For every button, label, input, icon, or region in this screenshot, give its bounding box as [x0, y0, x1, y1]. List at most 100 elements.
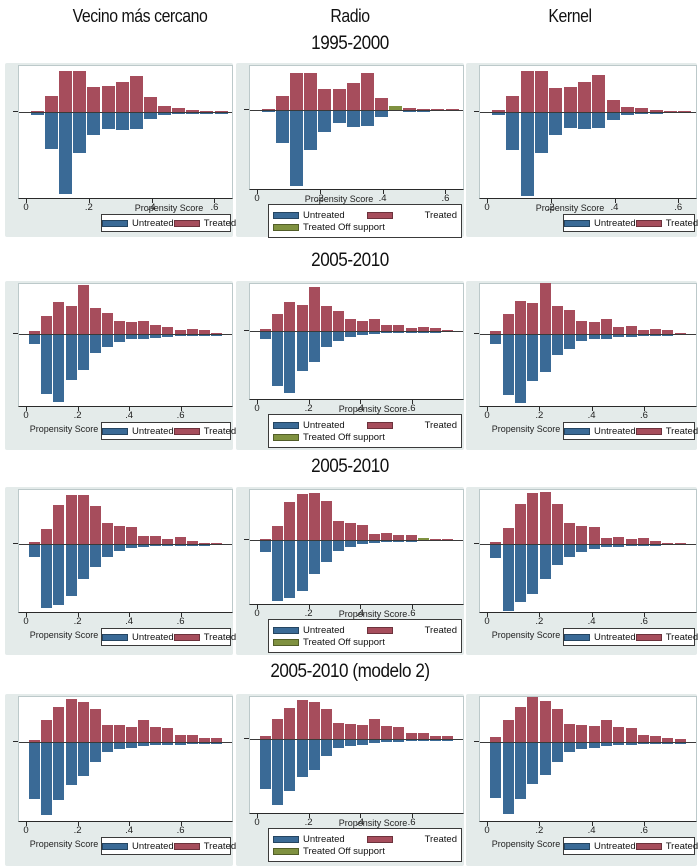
- bar-treated: [187, 735, 198, 742]
- x-axis-tick: [643, 407, 645, 411]
- x-tick-label: 0: [23, 202, 29, 213]
- zero-line: [480, 742, 696, 743]
- bar-treated: [284, 302, 295, 331]
- chart-r1c1: 0 .2 .4 .6 Propensity Score Untreated Treated: [5, 63, 236, 237]
- legend-swatch-untreated: [102, 633, 128, 641]
- legend-entry-treated: Treated: [173, 218, 236, 229]
- x-axis-tick: [308, 400, 310, 404]
- bar-treated: [613, 327, 624, 334]
- bar-treated: [53, 302, 64, 334]
- bar-untreated: [418, 332, 429, 333]
- bar-treated: [361, 73, 374, 110]
- legend-label-treated: Treated: [424, 833, 457, 845]
- x-axis-tick: [151, 199, 153, 203]
- bar-treated: [297, 494, 308, 540]
- legend-swatch-treated: [173, 427, 200, 435]
- bar-treated: [430, 539, 441, 540]
- legend-label-off_support: Treated Off support: [303, 221, 385, 233]
- x-tick-label: 0: [254, 817, 260, 828]
- x-axis-label: Propensity Score: [338, 609, 408, 619]
- chart-r2c2: 0 .2 .4 .6 Propensity Score Untreated Treated T…: [236, 281, 464, 450]
- legend-row-2: Treated Off support: [273, 637, 457, 648]
- legend-label-treated: Treated: [424, 624, 457, 636]
- x-axis-tick: [643, 613, 645, 617]
- bar-treated: [492, 110, 505, 112]
- bar-untreated: [172, 113, 185, 114]
- bar-untreated: [138, 545, 149, 547]
- bar-untreated: [114, 545, 125, 551]
- bar-treated: [162, 539, 173, 544]
- bar-treated: [31, 111, 44, 112]
- bar-treated: [102, 313, 113, 334]
- bar-treated: [276, 96, 289, 110]
- x-axis-tick: [411, 814, 413, 818]
- legend-label-treated: Treated: [424, 209, 457, 221]
- bar-untreated: [638, 743, 649, 744]
- legend-entry-treated: Treated: [635, 841, 698, 852]
- x-tick-label: .4: [378, 193, 387, 204]
- bar-untreated: [126, 335, 137, 339]
- bar-treated: [369, 319, 380, 331]
- x-axis-tick: [539, 822, 541, 826]
- bar-untreated: [403, 111, 416, 112]
- x-tick-label: 0: [23, 616, 29, 627]
- x-tick-label: .2: [315, 193, 324, 204]
- bar-treated: [418, 733, 429, 739]
- legend-entry-untreated: Untreated: [102, 841, 174, 852]
- legend-swatch-untreated: [273, 421, 299, 429]
- bar-untreated: [309, 740, 320, 770]
- bar-untreated: [527, 743, 538, 784]
- chart-r4c3: 0 .2 .4 .6 Propensity Score Untreated Treated: [466, 694, 698, 866]
- bar-treated: [381, 325, 392, 331]
- bar-treated: [87, 87, 100, 112]
- bar-treated: [490, 737, 501, 742]
- x-tick-label: .4: [587, 410, 596, 421]
- bar-treated: [333, 723, 344, 739]
- bar-untreated: [490, 335, 501, 344]
- x-tick-label: .6: [407, 608, 416, 619]
- x-axis-tick: [180, 822, 182, 826]
- legend-entry-treated: Treated: [635, 632, 698, 643]
- bar-treated: [613, 537, 624, 544]
- bar-untreated: [41, 743, 52, 815]
- bar-treated: [187, 329, 198, 334]
- bar-untreated: [333, 332, 344, 341]
- chart-r4c2: 0 .2 .4 .6 Propensity Score Untreated Treated T…: [236, 694, 464, 866]
- legend-entry-treated: Treated: [173, 426, 236, 437]
- bar-untreated: [540, 335, 551, 372]
- bar-untreated: [53, 743, 64, 800]
- bar-treated: [29, 740, 40, 742]
- bar-treated: [403, 108, 416, 110]
- legend-entry-untreated: Untreated: [102, 426, 174, 437]
- legend-label-untreated: Untreated: [132, 425, 174, 437]
- bar-untreated: [41, 335, 52, 394]
- x-axis-tick: [180, 407, 182, 411]
- legend-swatch-treated: [635, 842, 662, 850]
- legend-entry-untreated: Untreated: [102, 218, 174, 229]
- bar-treated: [650, 110, 663, 112]
- x-axis-tick: [411, 400, 413, 404]
- bar-treated: [446, 109, 459, 110]
- bar-treated: [430, 328, 441, 331]
- bar-untreated: [503, 743, 514, 814]
- bar-untreated: [347, 111, 360, 127]
- bar-untreated: [66, 545, 77, 596]
- x-tick-label: .2: [535, 410, 544, 421]
- legend-swatch-untreated: [564, 842, 590, 850]
- x-tick-label: 0: [23, 410, 29, 421]
- bar-treated: [662, 738, 673, 742]
- bar-treated: [138, 536, 149, 544]
- zero-line: [250, 331, 463, 332]
- bar-treated: [515, 707, 526, 742]
- legend-label-untreated: Untreated: [303, 419, 345, 431]
- bar-untreated: [284, 332, 295, 393]
- bar-untreated: [430, 332, 441, 333]
- legend-row-1: Untreated Treated: [273, 625, 457, 636]
- bar-treated: [638, 735, 649, 742]
- x-axis-label: Propensity Score: [304, 194, 374, 204]
- bar-treated: [357, 525, 368, 540]
- plot-area: [249, 489, 464, 605]
- legend-entry-treated: Treated: [173, 632, 236, 643]
- bar-untreated: [549, 113, 562, 135]
- bar-treated: [272, 314, 283, 331]
